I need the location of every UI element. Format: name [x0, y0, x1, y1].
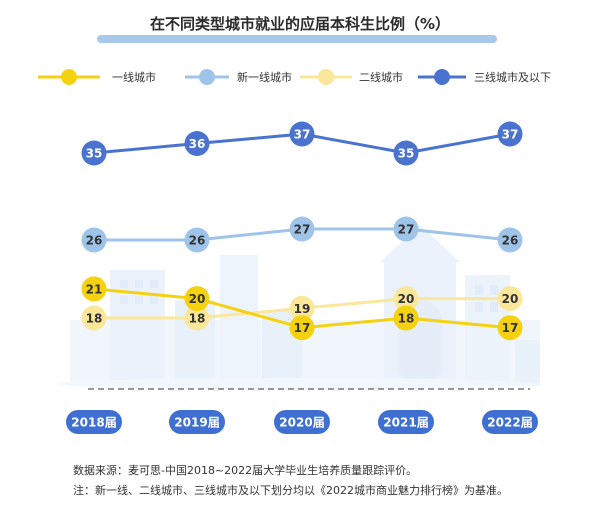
- category-label: 2020届: [279, 416, 324, 430]
- footnote: 注：新一线、二线城市、三线城市及以下划分均以《2022城市商业魅力排行榜》为基准…: [73, 483, 508, 497]
- data-point: [81, 305, 107, 331]
- category-pill: [169, 410, 225, 434]
- data-point: [81, 227, 107, 253]
- series-2: 18 18 19 20 20: [81, 286, 523, 331]
- category-label: 2021届: [383, 416, 428, 430]
- data-point: [184, 305, 210, 331]
- data-label: 20: [398, 292, 415, 306]
- legend-swatch-dot: [318, 69, 334, 85]
- data-label: 35: [398, 147, 415, 161]
- legend-label: 二线城市: [359, 70, 403, 84]
- data-point: [184, 227, 210, 253]
- series-layer: 18 18 19 20 20 26 26 27 27 26 21 20 17 18 17 35 36 37 35 37: [81, 121, 523, 341]
- category-pill: [482, 410, 538, 434]
- data-point: [393, 286, 419, 312]
- data-label: 20: [502, 292, 519, 306]
- data-label: 37: [294, 128, 311, 142]
- data-label: 21: [86, 282, 103, 296]
- category-pill: [274, 410, 330, 434]
- series-3: 35 36 37 35 37: [81, 121, 523, 166]
- category-pill: [66, 410, 122, 434]
- data-point: [497, 286, 523, 312]
- legend-swatch-dot: [434, 69, 450, 85]
- data-point: [289, 315, 315, 341]
- legend-item-new-tier1: 新一线城市: [185, 69, 292, 85]
- category-label: 2022届: [487, 416, 532, 430]
- data-point: [497, 315, 523, 341]
- series-0: 21 20 17 18 17: [81, 276, 523, 341]
- legend-label: 新一线城市: [237, 70, 292, 84]
- data-point: [393, 216, 419, 242]
- title-underline-bar: [97, 35, 497, 43]
- legend-label: 一线城市: [112, 70, 156, 84]
- legend-item-tier3-below: 三线城市及以下: [418, 69, 551, 85]
- data-label: 26: [502, 234, 519, 248]
- data-label: 35: [86, 147, 103, 161]
- legend-item-tier1: 一线城市: [38, 69, 156, 85]
- data-point: [289, 121, 315, 147]
- data-label: 18: [86, 312, 103, 326]
- data-label: 27: [398, 223, 415, 237]
- data-point: [497, 227, 523, 253]
- data-label: 20: [189, 292, 206, 306]
- data-label: 26: [86, 234, 103, 248]
- data-label: 17: [502, 321, 519, 335]
- category-label: 2018届: [71, 416, 116, 430]
- data-point: [184, 286, 210, 312]
- data-point: [393, 140, 419, 166]
- data-point: [81, 140, 107, 166]
- category-axis: 2018届 2019届 2020届 2021届 2022届: [66, 410, 538, 434]
- data-label: 37: [502, 128, 519, 142]
- data-point: [497, 121, 523, 147]
- data-label: 36: [189, 137, 206, 151]
- data-label: 27: [294, 223, 311, 237]
- legend-swatch-dot: [61, 69, 77, 85]
- series-1: 26 26 27 27 26: [81, 216, 523, 253]
- legend: 一线城市 新一线城市 二线城市 三线城市及以下: [38, 69, 551, 85]
- chart-title: 在不同类型城市就业的应届本科生比例（%）: [150, 15, 450, 33]
- data-label: 26: [189, 234, 206, 248]
- data-label: 19: [294, 302, 311, 316]
- data-point: [289, 216, 315, 242]
- data-label: 18: [189, 312, 206, 326]
- data-point: [289, 295, 315, 321]
- category-label: 2019届: [174, 416, 219, 430]
- source-note: 数据来源：麦可思-中国2018~2022届大学毕业生培养质量跟踪评价。: [73, 463, 417, 477]
- legend-swatch-dot: [199, 69, 215, 85]
- data-label: 18: [398, 312, 415, 326]
- legend-label: 三线城市及以下: [474, 70, 551, 84]
- data-point: [81, 276, 107, 302]
- data-label: 17: [294, 321, 311, 335]
- data-point: [393, 305, 419, 331]
- data-point: [184, 131, 210, 156]
- category-pill: [378, 410, 434, 434]
- legend-item-tier2: 二线城市: [300, 69, 403, 85]
